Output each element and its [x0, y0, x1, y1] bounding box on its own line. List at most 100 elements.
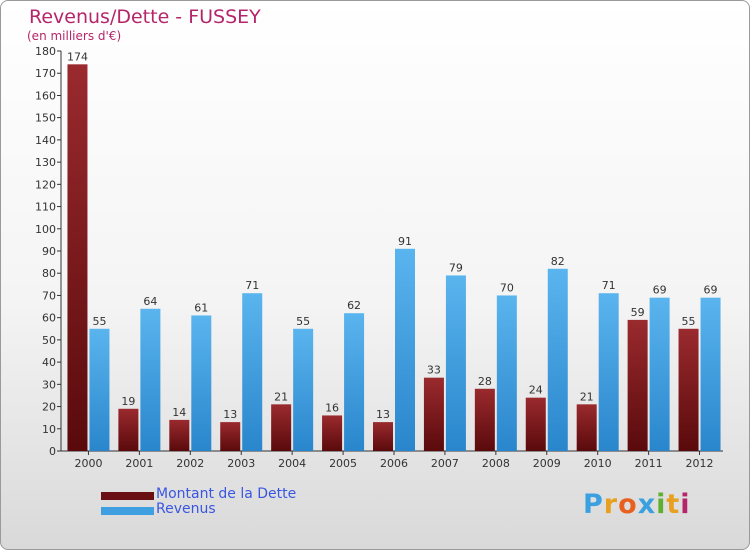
bar-revenus [191, 315, 212, 451]
bar-debt [271, 404, 292, 451]
bar-revenus [344, 313, 365, 451]
bar-revenus [700, 297, 721, 451]
bar-debt [322, 415, 343, 451]
y-tick-label: 20 [42, 401, 56, 414]
x-tick-label: 2011 [635, 457, 663, 470]
bar-debt [373, 422, 393, 451]
y-tick-label: 170 [35, 67, 56, 80]
bar-revenus [649, 297, 670, 451]
data-label-revenus: 69 [704, 284, 718, 297]
bar-debt [474, 388, 495, 451]
data-label-debt: 21 [274, 390, 288, 403]
proxiti-logo: Proxiti [583, 489, 691, 520]
y-tick-label: 180 [35, 45, 56, 58]
x-tick-label: 2008 [482, 457, 510, 470]
bar-debt [118, 408, 139, 451]
data-label-debt: 21 [580, 390, 594, 403]
data-label-debt: 33 [427, 364, 441, 377]
y-tick-label: 60 [42, 312, 56, 325]
bar-debt [576, 404, 597, 451]
data-label-debt: 55 [682, 315, 696, 328]
data-label-revenus: 55 [296, 315, 310, 328]
bar-revenus [293, 328, 314, 451]
data-label-debt: 174 [67, 50, 88, 63]
y-tick-label: 120 [35, 178, 56, 191]
x-tick-label: 2009 [533, 457, 561, 470]
y-tick-label: 100 [35, 223, 56, 236]
bar-debt [678, 328, 699, 451]
y-tick-label: 70 [42, 289, 56, 302]
y-tick-label: 130 [35, 156, 56, 169]
x-tick-label: 2005 [329, 457, 357, 470]
data-label-revenus: 64 [143, 295, 157, 308]
y-tick-label: 160 [35, 89, 56, 102]
data-label-revenus: 82 [551, 255, 565, 268]
x-tick-label: 2003 [227, 457, 255, 470]
legend-swatch-debt [101, 492, 154, 500]
y-tick-label: 140 [35, 134, 56, 147]
logo-letter: t [666, 489, 681, 520]
bar-revenus [242, 293, 263, 451]
y-tick-label: 50 [42, 334, 56, 347]
data-label-revenus: 61 [194, 301, 208, 314]
data-label-debt: 19 [121, 395, 135, 408]
data-label-debt: 24 [529, 384, 543, 397]
x-tick-label: 2002 [176, 457, 204, 470]
y-tick-label: 40 [42, 356, 56, 369]
data-label-debt: 14 [172, 406, 186, 419]
data-label-revenus: 91 [398, 235, 412, 248]
data-label-revenus: 71 [602, 279, 616, 292]
x-tick-label: 2004 [278, 457, 306, 470]
bar-revenus [496, 295, 517, 451]
x-tick-label: 2012 [686, 457, 714, 470]
bar-debt [525, 397, 546, 451]
logo-letter: i [680, 489, 691, 520]
bar-revenus [395, 248, 415, 451]
data-label-debt: 16 [325, 401, 339, 414]
x-tick-label: 2007 [431, 457, 459, 470]
x-tick-label: 2000 [74, 457, 102, 470]
logo-letter: o [618, 489, 638, 520]
y-tick-label: 30 [42, 378, 56, 391]
data-label-revenus: 79 [449, 261, 463, 274]
y-tick-label: 10 [42, 423, 56, 436]
logo-letter: x [637, 489, 657, 520]
bar-revenus [598, 293, 619, 451]
data-label-debt: 13 [376, 408, 390, 421]
y-tick-label: 150 [35, 112, 56, 125]
bar-revenus [445, 275, 466, 451]
y-tick-label: 90 [42, 245, 56, 258]
bar-revenus [547, 268, 568, 451]
data-label-revenus: 70 [500, 281, 514, 294]
legend-label-debt: Montant de la Dette [156, 486, 297, 502]
logo-letter: P [583, 489, 604, 520]
data-label-debt: 13 [223, 408, 237, 421]
logo-letter: r [603, 489, 619, 520]
y-tick-label: 0 [49, 445, 56, 458]
data-label-revenus: 71 [245, 279, 259, 292]
x-tick-label: 2010 [584, 457, 612, 470]
y-tick-label: 110 [35, 201, 56, 214]
bar-debt [423, 377, 444, 451]
bar-revenus [89, 328, 110, 451]
x-tick-label: 2001 [125, 457, 153, 470]
legend-swatch-revenus [101, 507, 154, 515]
y-tick-label: 80 [42, 267, 56, 280]
data-label-debt: 28 [478, 375, 492, 388]
legend-label-revenus: Revenus [156, 501, 216, 517]
chart-subtitle: (en milliers d'€) [27, 29, 122, 43]
bar-debt [220, 422, 241, 451]
data-label-revenus: 69 [653, 284, 667, 297]
data-label-revenus: 55 [92, 315, 106, 328]
logo-letter: i [656, 489, 667, 520]
bar-debt [67, 64, 88, 452]
bar-debt [627, 319, 648, 451]
data-label-revenus: 62 [347, 299, 361, 312]
x-tick-label: 2006 [380, 457, 408, 470]
bar-debt [169, 419, 190, 451]
bar-revenus [140, 308, 161, 451]
data-label-debt: 59 [631, 306, 645, 319]
chart-title: Revenus/Dette - FUSSEY [29, 6, 261, 28]
